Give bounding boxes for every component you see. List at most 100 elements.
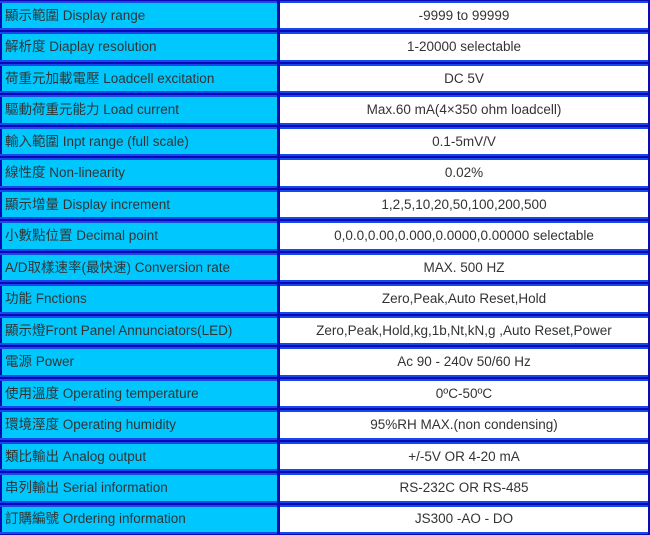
spec-item-cell-inner: 類比輸出 Analog output xyxy=(0,441,277,472)
spec-value-text: MAX. 500 HZ xyxy=(423,259,505,275)
spec-value-text: 0,0.0,0.00,0.000,0.0000,0.00000 selectab… xyxy=(334,228,594,244)
spec-item-cell: 使用溫度 Operating temperature xyxy=(0,377,279,410)
spec-value-cell: 0ºC-50ºC xyxy=(279,377,650,410)
spec-value-cell: Zero,Peak,Hold,kg,1b,Nt,kN,g ,Auto Reset… xyxy=(279,314,650,347)
spec-item-cell: 線性度 Non-linearity xyxy=(0,157,279,189)
spec-value-cell: 1,2,5,10,20,50,100,200,500 xyxy=(279,188,650,221)
table-row: 荷重元加載電壓 Loadcell excitation DC 5V xyxy=(0,62,650,95)
spec-value-text: 1-20000 selectable xyxy=(406,39,522,55)
spec-item-label: 小數點位置 Decimal point xyxy=(5,228,159,244)
spec-item-cell-inner: 顯示範圍 Display range xyxy=(0,1,277,31)
spec-item-cell-inner: 荷重元加載電壓 Loadcell excitation xyxy=(0,63,277,94)
spec-value-text: Max.60 mA(4×350 ohm loadcell) xyxy=(366,102,562,118)
spec-value-cell: 1-20000 selectable xyxy=(279,31,650,63)
spec-item-label: 輸入範圍 Inpt range (full scale) xyxy=(5,133,189,149)
spec-value-cell-inner: Max.60 mA(4×350 ohm loadcell) xyxy=(280,95,648,125)
spec-value-cell-inner: 0,0.0,0.00,0.000,0.0000,0.00000 selectab… xyxy=(280,221,648,251)
spec-value-text: RS-232C OR RS-485 xyxy=(399,480,529,495)
table-row: 電源 Power Ac 90 - 240v 50/60 Hz xyxy=(0,346,650,378)
spec-value-text: DC 5V xyxy=(444,70,484,86)
spec-item-cell-inner: 串列輸出 Serial information xyxy=(0,473,277,503)
spec-item-label: 顯示燈Front Panel Annunciators(LED) xyxy=(5,322,233,338)
spec-value-cell: 0.02% xyxy=(279,157,650,189)
spec-item-cell: 串列輸出 Serial information xyxy=(0,472,279,504)
table-row: 功能 Fnctions Zero,Peak,Auto Reset,Hold xyxy=(0,283,650,315)
spec-value-text: +/-5V OR 4-20 mA xyxy=(408,448,520,464)
spec-value-cell: MAX. 500 HZ xyxy=(279,251,650,284)
spec-item-cell-inner: 電源 Power xyxy=(0,347,277,377)
table-row: 環境溼度 Operating humidity 95%RH MAX.(non co… xyxy=(0,409,650,441)
spec-value-cell: +/-5V OR 4-20 mA xyxy=(279,440,650,473)
spec-item-cell: 小數點位置 Decimal point xyxy=(0,220,279,252)
table-row: 顯示範圍 Display range -9999 to 99999 xyxy=(0,0,650,32)
spec-item-cell-inner: A/D取樣速率(最快速) Conversion rate xyxy=(0,252,277,283)
table-row: 顯示燈Front Panel Annunciators(LED) Zero,Pea… xyxy=(0,314,650,347)
spec-item-label: 類比輸出 Analog output xyxy=(5,448,147,464)
spec-value-cell-inner: 0.1-5mV/V xyxy=(280,126,648,157)
spec-item-label: A/D取樣速率(最快速) Conversion rate xyxy=(5,259,231,275)
spec-value-cell-inner: 0ºC-50ºC xyxy=(280,378,648,409)
spec-value-text: 0.1-5mV/V xyxy=(432,133,496,149)
spec-item-label: 線性度 Non-linearity xyxy=(5,165,126,181)
spec-item-cell-inner: 驅動荷重元能力 Load current xyxy=(0,95,277,125)
spec-item-cell-inner: 顯示增量 Display increment xyxy=(0,189,277,220)
table-row: 小數點位置 Decimal point 0,0.0,0.00,0.000,0.00… xyxy=(0,220,650,252)
spec-item-label: 電源 Power xyxy=(5,354,75,370)
spec-value-text: Zero,Peak,Hold,kg,1b,Nt,kN,g ,Auto Reset… xyxy=(316,322,612,338)
spec-item-cell: 顯示燈Front Panel Annunciators(LED) xyxy=(0,314,279,347)
spec-value-cell: 0.1-5mV/V xyxy=(279,125,650,158)
spec-item-label: 驅動荷重元能力 Load current xyxy=(5,102,180,118)
spec-item-label: 顯示範圍 Display range xyxy=(5,7,146,23)
spec-item-label: 環境溼度 Operating humidity xyxy=(5,417,177,433)
spec-item-cell: 類比輸出 Analog output xyxy=(0,440,279,473)
spec-value-cell-inner: Zero,Peak,Hold,kg,1b,Nt,kN,g ,Auto Reset… xyxy=(280,315,648,346)
spec-value-cell: Ac 90 - 240v 50/60 Hz xyxy=(279,346,650,378)
spec-value-cell: Max.60 mA(4×350 ohm loadcell) xyxy=(279,94,650,126)
spec-item-cell: 荷重元加載電壓 Loadcell excitation xyxy=(0,62,279,95)
table-row: 線性度 Non-linearity 0.02% xyxy=(0,157,650,189)
spec-value-cell: -9999 to 99999 xyxy=(279,0,650,32)
spec-item-cell: 電源 Power xyxy=(0,346,279,378)
table-row: A/D取樣速率(最快速) Conversion rate MAX. 500 HZ xyxy=(0,251,650,284)
spec-item-cell-inner: 顯示燈Front Panel Annunciators(LED) xyxy=(0,315,277,346)
spec-item-cell-inner: 使用溫度 Operating temperature xyxy=(0,378,277,409)
table-row: 顯示增量 Display increment 1,2,5,10,20,50,100… xyxy=(0,188,650,221)
spec-item-cell: A/D取樣速率(最快速) Conversion rate xyxy=(0,251,279,284)
spec-item-cell: 輸入範圍 Inpt range (full scale) xyxy=(0,125,279,158)
spec-value-cell-inner: 0.02% xyxy=(280,158,648,188)
spec-value-cell: RS-232C OR RS-485 xyxy=(279,472,650,504)
spec-item-cell: 驅動荷重元能力 Load current xyxy=(0,94,279,126)
spec-item-label: 訂購編號 Ordering information xyxy=(5,511,186,527)
spec-value-text: -9999 to 99999 xyxy=(418,7,510,23)
table-row: 使用溫度 Operating temperature 0ºC-50ºC xyxy=(0,377,650,410)
spec-item-cell-inner: 環境溼度 Operating humidity xyxy=(0,410,277,440)
spec-item-cell: 訂購編號 Ordering information xyxy=(0,503,279,535)
spec-value-cell: DC 5V xyxy=(279,62,650,95)
spec-value-cell-inner: RS-232C OR RS-485 xyxy=(280,473,648,503)
spec-value-text: Zero,Peak,Auto Reset,Hold xyxy=(381,291,547,307)
spec-item-label: 顯示增量 Display increment xyxy=(5,196,171,212)
spec-item-cell: 功能 Fnctions xyxy=(0,283,279,315)
table-row: 輸入範圍 Inpt range (full scale) 0.1-5mV/V xyxy=(0,125,650,158)
spec-item-cell: 顯示範圍 Display range xyxy=(0,0,279,32)
spec-item-cell-inner: 線性度 Non-linearity xyxy=(0,158,277,188)
spec-item-cell-inner: 訂購編號 Ordering information xyxy=(0,504,277,534)
table-row: 解析度 Diaplay resolution 1-20000 selectable xyxy=(0,31,650,63)
table-row: 串列輸出 Serial information RS-232C OR RS-485 xyxy=(0,472,650,504)
spec-value-cell: JS300 -AO - DO xyxy=(279,503,650,535)
table-row: 訂購編號 Ordering information JS300 -AO - DO xyxy=(0,503,650,535)
spec-value-text: 95%RH MAX.(non condensing) xyxy=(370,417,558,433)
spec-item-cell-inner: 功能 Fnctions xyxy=(0,284,277,314)
spec-value-cell-inner: -9999 to 99999 xyxy=(280,1,648,31)
spec-value-cell-inner: 95%RH MAX.(non condensing) xyxy=(280,410,648,440)
table-row: 驅動荷重元能力 Load current Max.60 mA(4×350 ohm … xyxy=(0,94,650,126)
spec-value-cell-inner: DC 5V xyxy=(280,63,648,94)
spec-item-cell-inner: 解析度 Diaplay resolution xyxy=(0,32,277,62)
spec-item-cell: 顯示增量 Display increment xyxy=(0,188,279,221)
spec-item-label: 使用溫度 Operating temperature xyxy=(5,385,199,401)
spec-value-cell-inner: JS300 -AO - DO xyxy=(280,504,648,534)
spec-value-cell-inner: Zero,Peak,Auto Reset,Hold xyxy=(280,284,648,314)
spec-item-label: 串列輸出 Serial information xyxy=(5,480,168,495)
